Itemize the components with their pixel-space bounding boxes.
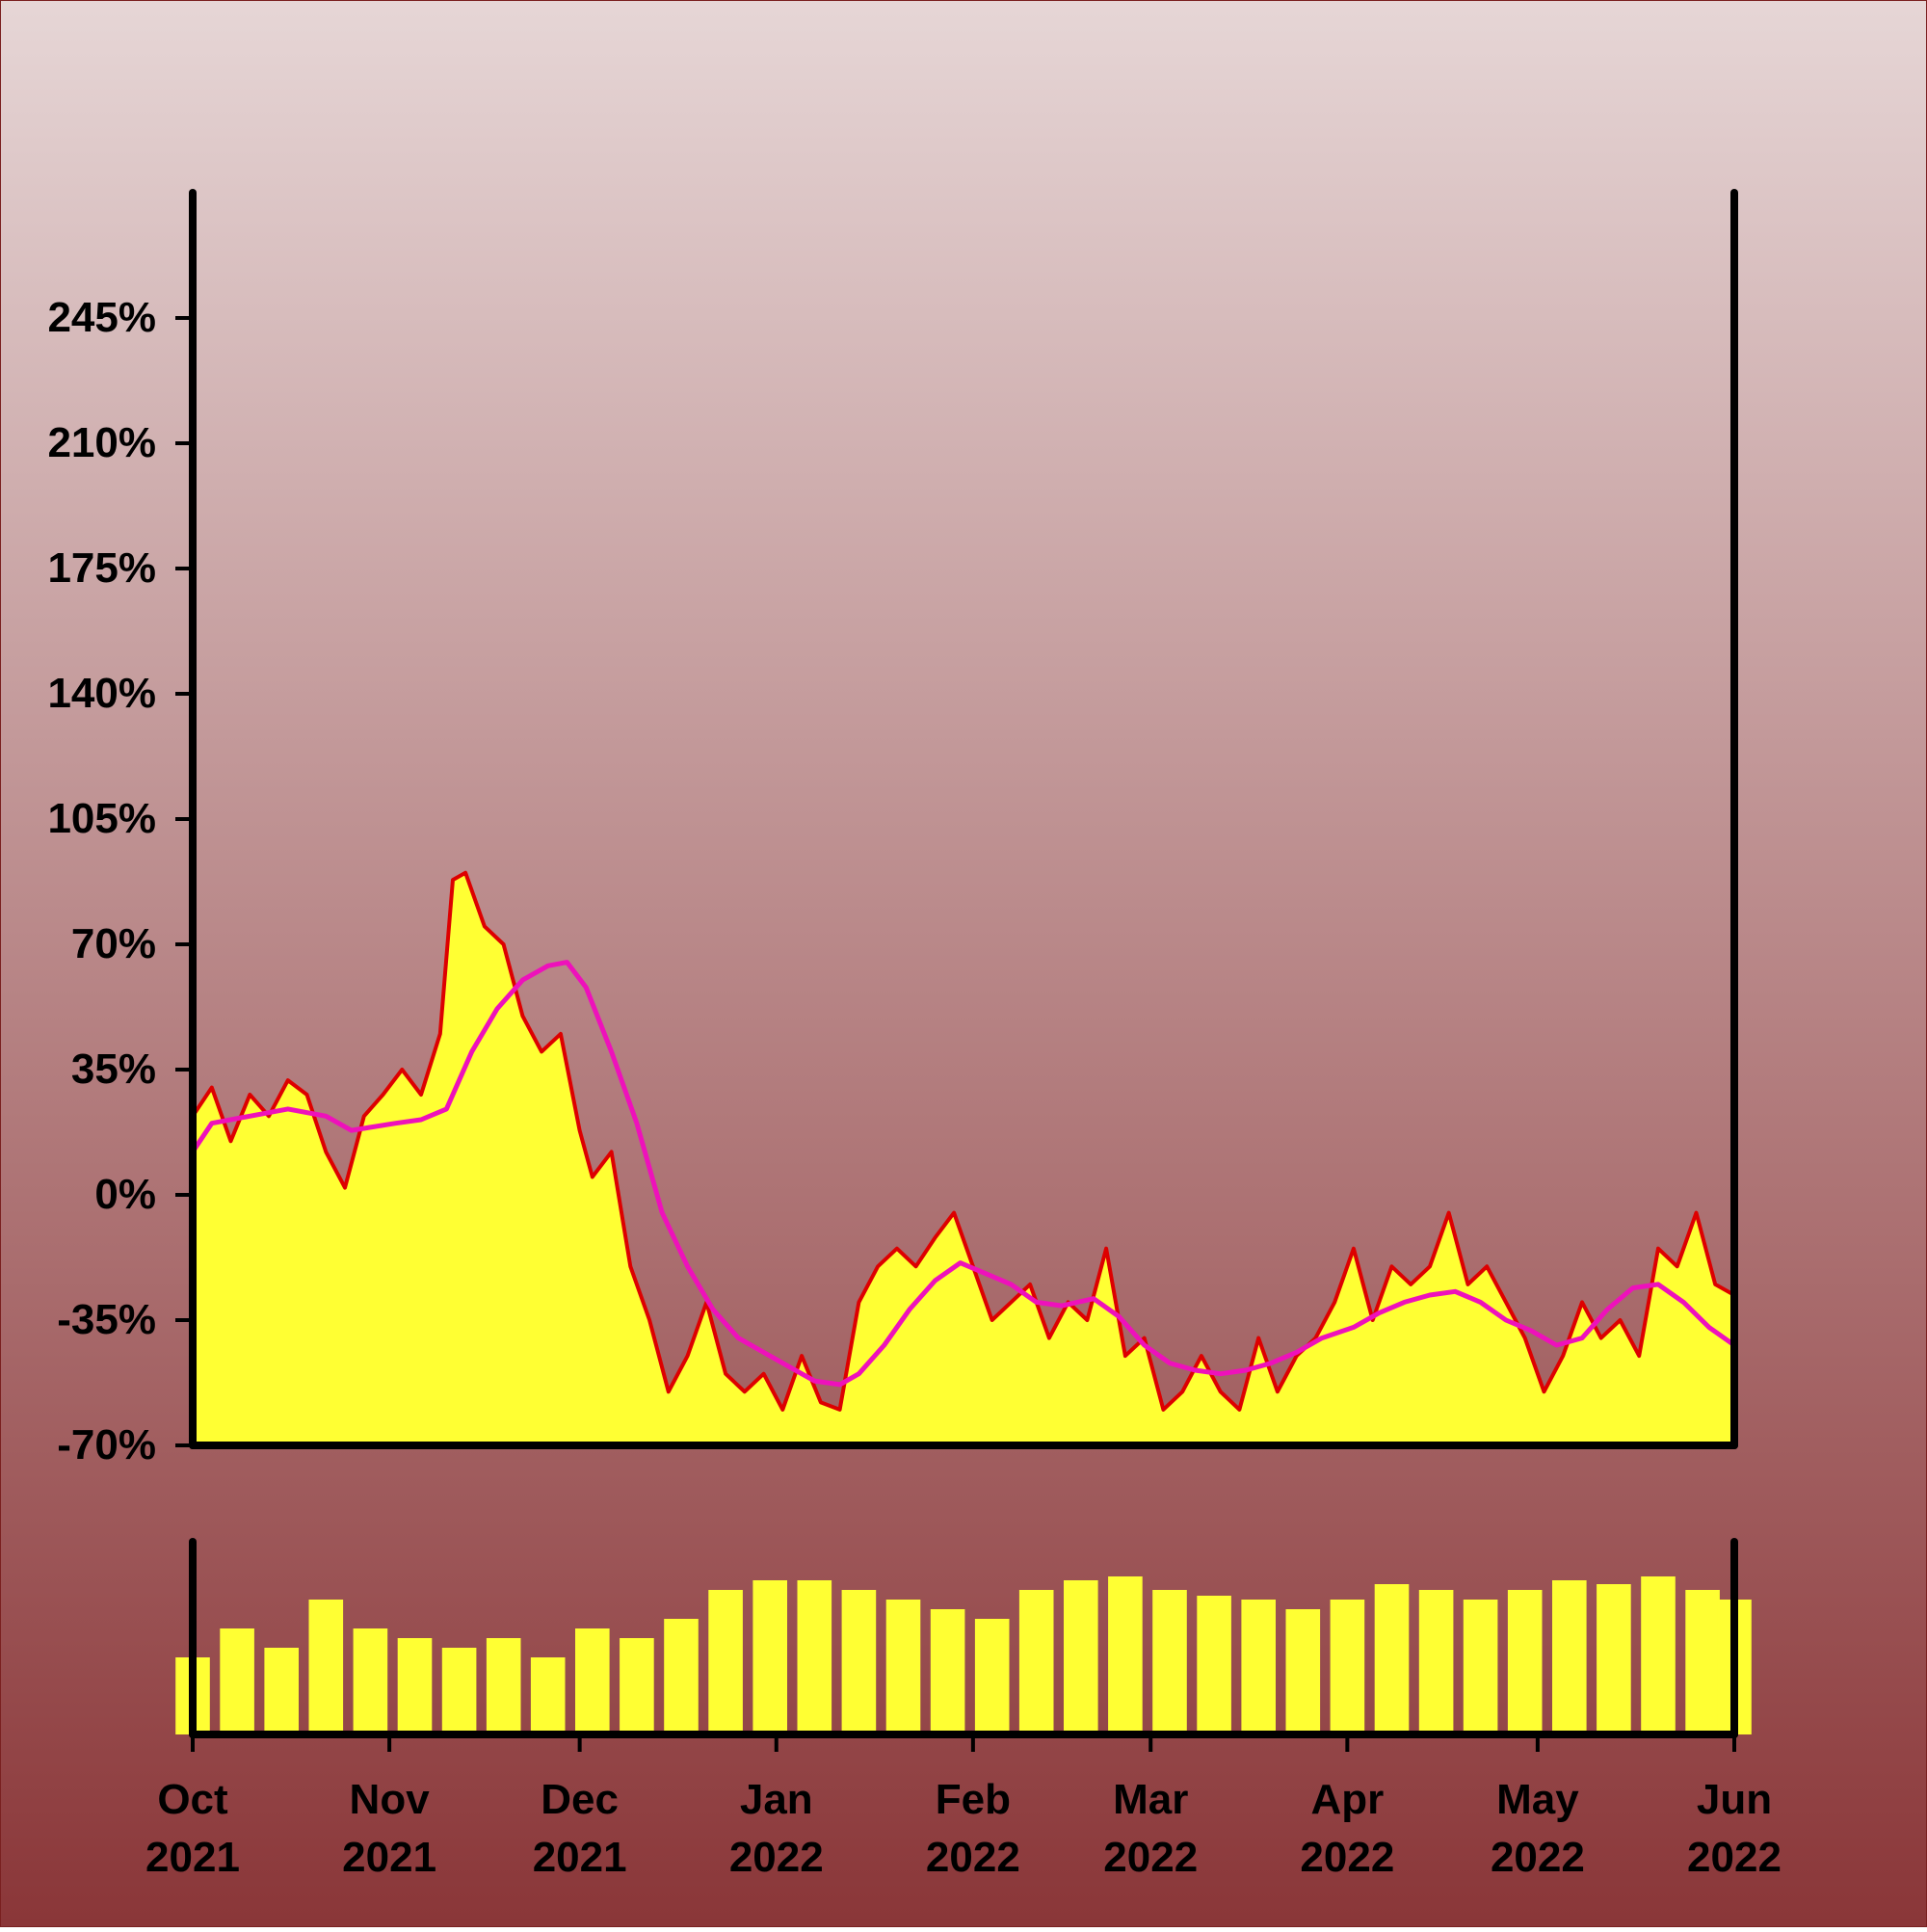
x-tick-label-month: Apr [1310,1776,1384,1823]
x-axis-ticks: Oct 2021 Nov 2021 Dec 2021 Jan 2022 Feb 2022 Mar 20… [145,1734,1782,1881]
volume-bar [930,1609,965,1734]
volume-bar [1285,1609,1321,1734]
x-tick-label-year: 2022 [1300,1834,1394,1881]
y-tick-label: 175% [47,544,156,592]
volume-bar [885,1600,921,1734]
x-tick-label-month: Jan [740,1776,813,1823]
volume-bar [664,1619,699,1734]
volume-bar [620,1638,654,1734]
volume-bar [397,1638,433,1734]
y-tick-label: -70% [57,1421,156,1469]
volume-bar [264,1648,299,1734]
volume-bar [353,1628,388,1734]
volume-bar [1685,1590,1720,1734]
x-tick-label-month: May [1496,1776,1579,1823]
volume-bar [308,1600,344,1734]
volume-bar [1241,1600,1276,1734]
volume-bar [974,1619,1010,1734]
volume-bar [1552,1580,1587,1734]
volume-bar [1152,1590,1187,1734]
volume-bar [1374,1584,1410,1734]
y-tick-label: 210% [47,419,156,466]
volume-bar [841,1590,877,1734]
volume-bar [1507,1590,1543,1734]
price-line [191,870,1735,1412]
y-tick-label: 105% [47,795,156,842]
x-tick-label-year: 2022 [1103,1834,1198,1881]
volume-bar [220,1628,254,1734]
volume-bar [530,1657,566,1734]
x-tick-label-month: Nov [350,1776,431,1823]
y-tick-label: 0% [94,1171,156,1218]
price-plot [190,870,1736,1445]
volume-bar [1197,1596,1231,1734]
volume-bar [752,1580,787,1734]
moving-average-line [190,960,1736,1388]
x-tick-label-year: 2021 [533,1834,627,1881]
x-tick-label-month: Mar [1113,1776,1188,1823]
y-tick-label: 35% [71,1045,156,1093]
volume-bar [797,1580,832,1734]
volume-bar [1463,1600,1498,1734]
y-axis-ticks: -70% -35% 0% 35% 70% 105% 140% 175% 210% 245% [47,294,193,1469]
volume-bar [1108,1576,1143,1734]
y-tick-label: 70% [71,920,156,967]
x-tick-label-month: Dec [541,1776,619,1823]
x-tick-label-month: Jun [1697,1776,1772,1823]
y-tick-label: -35% [57,1296,156,1343]
x-tick-label-year: 2021 [145,1834,240,1881]
volume-bar [708,1590,743,1734]
price-area [193,872,1734,1445]
volume-bar [1597,1584,1631,1734]
volume-bar [1018,1590,1054,1734]
volume-bar [1330,1600,1365,1734]
y-tick-label: 140% [47,670,156,717]
x-tick-label-year: 2022 [1491,1834,1585,1881]
x-tick-label-month: Feb [936,1776,1011,1823]
volume-bar [1641,1576,1676,1734]
volume-bar [1064,1580,1098,1734]
volume-bar [1418,1590,1454,1734]
x-tick-label-month: Oct [157,1776,228,1823]
x-tick-label-year: 2022 [729,1834,824,1881]
x-tick-label-year: 2022 [1687,1834,1782,1881]
y-tick-label: 245% [47,294,156,341]
volume-bar [575,1628,610,1734]
x-tick-label-year: 2021 [342,1834,436,1881]
volume-bar [486,1638,521,1734]
volume-bar [441,1648,477,1734]
x-tick-label-year: 2022 [926,1834,1020,1881]
volume-plot [175,1576,1752,1734]
